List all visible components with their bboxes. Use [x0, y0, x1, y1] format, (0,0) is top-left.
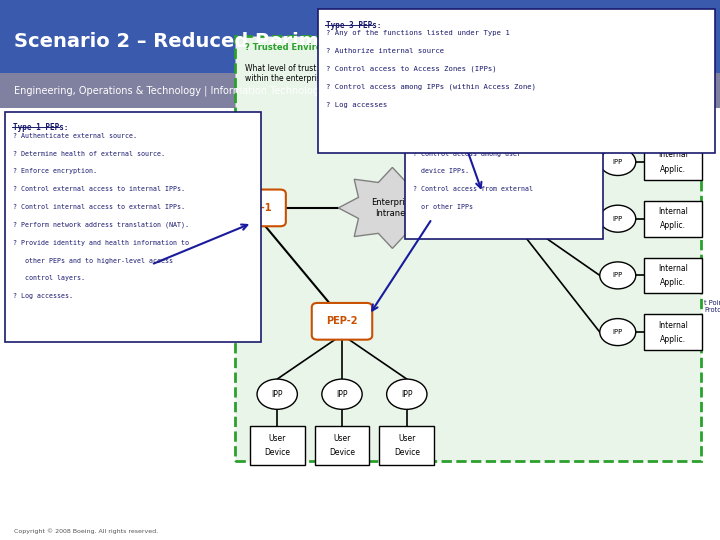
Text: Type 2 PEPs:: Type 2 PEPs: — [413, 123, 468, 132]
Text: Device: Device — [264, 448, 290, 457]
Text: IPP: IPP — [613, 159, 623, 165]
Text: Internal: Internal — [658, 321, 688, 329]
Text: ? Control access among IPPs (within Access Zone): ? Control access among IPPs (within Acce… — [326, 84, 536, 90]
Text: Applic.: Applic. — [660, 278, 686, 287]
Text: ? Authorize internal source: ? Authorize internal source — [326, 48, 444, 54]
Text: IPP: IPP — [613, 105, 623, 111]
Text: PEP-3: PEP-3 — [463, 203, 495, 213]
Text: Internal: Internal — [658, 97, 688, 105]
FancyBboxPatch shape — [644, 201, 703, 237]
Text: t Point
Protocol: t Point Protocol — [704, 300, 720, 313]
Text: Type 3 PEPs:: Type 3 PEPs: — [326, 21, 382, 30]
FancyBboxPatch shape — [644, 258, 703, 293]
Text: ? Perform network address translation (NAT).: ? Perform network address translation (N… — [13, 222, 189, 228]
Text: ? Log accesses.: ? Log accesses. — [13, 293, 73, 299]
Text: other PEPs and to higher-level access: other PEPs and to higher-level access — [13, 258, 173, 264]
Text: Device: Device — [27, 165, 53, 173]
Circle shape — [600, 205, 636, 232]
Circle shape — [600, 148, 636, 176]
Text: ? Authenticate external source.: ? Authenticate external source. — [13, 133, 137, 139]
FancyBboxPatch shape — [644, 144, 703, 180]
Text: Applic.: Applic. — [660, 165, 686, 173]
Text: PEP-2: PEP-2 — [326, 316, 358, 326]
Circle shape — [63, 244, 103, 274]
Text: Internal: Internal — [658, 264, 688, 273]
Text: Enterprise
Intranet: Enterprise Intranet — [371, 198, 414, 218]
FancyBboxPatch shape — [405, 112, 603, 239]
FancyBboxPatch shape — [235, 36, 701, 461]
FancyBboxPatch shape — [12, 144, 67, 180]
Text: What level of trust is associated with elements
within the enterprise boundaries: What level of trust is associated with e… — [245, 64, 425, 83]
Text: ? Control access to Access Zones (IPPs): ? Control access to Access Zones (IPPs) — [326, 66, 497, 72]
Text: ? Trusted Environment ?: ? Trusted Environment ? — [245, 43, 359, 52]
Text: PEP-1: PEP-1 — [240, 203, 271, 213]
Text: ? Enforce encryption.: ? Enforce encryption. — [13, 168, 97, 174]
Text: ? Log accesses: ? Log accesses — [326, 102, 387, 107]
Text: ? Control access among user: ? Control access among user — [413, 151, 521, 157]
Circle shape — [600, 319, 636, 346]
Text: IPP: IPP — [77, 158, 89, 166]
Text: ? Control external access to internal IPPs.: ? Control external access to internal IP… — [13, 186, 185, 192]
Text: IPP: IPP — [336, 390, 348, 399]
Text: Applic.: Applic. — [660, 221, 686, 230]
FancyBboxPatch shape — [318, 9, 715, 153]
Circle shape — [257, 379, 297, 409]
Text: IPP: IPP — [271, 390, 283, 399]
Text: Copyright © 2008 Boeing. All rights reserved.: Copyright © 2008 Boeing. All rights rese… — [14, 528, 158, 534]
Text: Applic.: Applic. — [27, 262, 53, 271]
Text: IPP: IPP — [77, 255, 89, 264]
Text: Internal: Internal — [658, 207, 688, 216]
Circle shape — [322, 379, 362, 409]
Text: Applic.: Applic. — [660, 111, 686, 119]
Text: Engineering, Operations & Technology | Information Technology: Engineering, Operations & Technology | I… — [14, 85, 325, 96]
Text: Applic.: Applic. — [660, 335, 686, 343]
FancyBboxPatch shape — [0, 0, 720, 73]
Text: IPP: IPP — [613, 329, 623, 335]
Text: ? Provide identity and health information to: ? Provide identity and health informatio… — [13, 240, 189, 246]
Polygon shape — [79, 165, 194, 251]
Text: IPP: IPP — [613, 215, 623, 222]
Circle shape — [600, 94, 636, 122]
Text: ? Any of the functions listed under Type 1: ? Any of the functions listed under Type… — [326, 30, 510, 36]
Text: Type 1 PEPs:: Type 1 PEPs: — [13, 123, 68, 132]
Text: IPP: IPP — [613, 272, 623, 279]
Text: Device: Device — [329, 448, 355, 457]
Circle shape — [387, 379, 427, 409]
Polygon shape — [338, 167, 446, 248]
Text: User: User — [398, 434, 415, 443]
FancyBboxPatch shape — [449, 190, 509, 226]
Text: device IPPs.: device IPPs. — [413, 168, 469, 174]
FancyBboxPatch shape — [12, 241, 67, 277]
Text: Public
Internet: Public Internet — [119, 198, 155, 218]
FancyBboxPatch shape — [644, 314, 703, 350]
Text: ? Control internal access to external IPPs.: ? Control internal access to external IP… — [13, 204, 185, 210]
FancyBboxPatch shape — [225, 190, 286, 226]
Text: or other IPPs: or other IPPs — [413, 204, 472, 210]
Text: ? Same as Type 1 PEPs: ? Same as Type 1 PEPs — [413, 133, 497, 139]
Text: ? Determine health of external source.: ? Determine health of external source. — [13, 151, 165, 157]
Text: ? Control access from external: ? Control access from external — [413, 186, 533, 192]
FancyBboxPatch shape — [5, 112, 261, 342]
FancyBboxPatch shape — [379, 427, 434, 464]
Text: User: User — [333, 434, 351, 443]
Text: control layers.: control layers. — [13, 275, 85, 281]
Text: User: User — [269, 434, 286, 443]
FancyBboxPatch shape — [315, 427, 369, 464]
FancyBboxPatch shape — [0, 73, 720, 108]
Text: Scenario 2 – Reduced Perimeter: Scenario 2 – Reduced Perimeter — [14, 32, 365, 51]
Text: IPP: IPP — [401, 390, 413, 399]
Text: Device: Device — [394, 448, 420, 457]
Circle shape — [600, 262, 636, 289]
Circle shape — [63, 147, 103, 177]
Text: Internal: Internal — [658, 151, 688, 159]
FancyBboxPatch shape — [312, 303, 372, 340]
Text: Extrnl: Extrnl — [28, 248, 51, 256]
Text: User: User — [31, 151, 48, 159]
FancyBboxPatch shape — [250, 427, 305, 464]
FancyBboxPatch shape — [644, 90, 703, 126]
